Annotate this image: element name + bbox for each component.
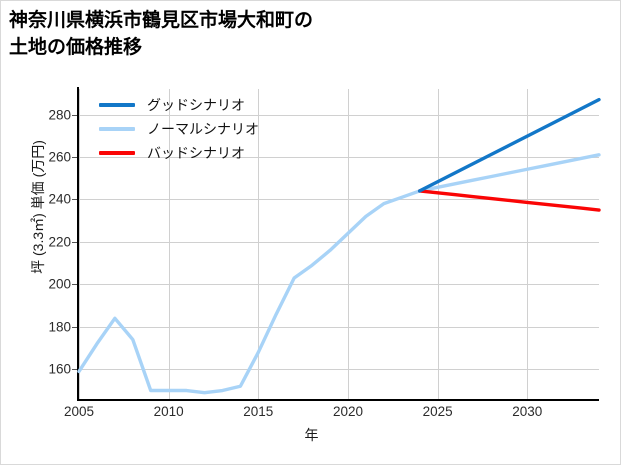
x-axis-spine	[77, 399, 599, 401]
y-axis-tick-label: 220	[48, 234, 71, 250]
legend-item[interactable]: バッドシナリオ	[99, 141, 259, 165]
x-axis-title: 年	[304, 427, 319, 443]
gridline-horizontal	[79, 199, 599, 201]
gridline-horizontal	[79, 114, 599, 116]
y-axis-tick-mark	[72, 326, 77, 328]
chart-legend: グッドシナリオ ノーマルシナリオ バッドシナリオ	[93, 91, 265, 167]
legend-color-swatch	[99, 103, 135, 107]
y-axis-tick-label: 280	[48, 107, 71, 122]
series-line	[417, 189, 601, 212]
x-axis-tick-label: 2025	[422, 404, 453, 419]
legend-item-label: バッドシナリオ	[147, 145, 245, 161]
legend-item-label: ノーマルシナリオ	[147, 121, 259, 137]
legend-color-swatch	[99, 127, 135, 131]
legend-color-swatch	[99, 151, 135, 155]
gridline-vertical	[168, 89, 170, 399]
x-axis-tick-label: 2030	[512, 404, 543, 419]
series-line	[77, 153, 601, 395]
x-axis-tick-label: 2005	[63, 404, 95, 419]
legend-item[interactable]: ノーマルシナリオ	[99, 117, 259, 141]
x-axis-tick-label: 2020	[332, 404, 364, 419]
legend-item-label: グッドシナリオ	[147, 97, 245, 113]
gridline-vertical	[79, 89, 80, 399]
plot-area	[77, 89, 601, 399]
y-axis-tick-label: 260	[48, 149, 71, 165]
series-layer	[77, 97, 601, 395]
y-axis-spine	[77, 87, 79, 401]
gridline-horizontal	[79, 156, 599, 158]
x-axis-tick-label: 2015	[243, 404, 274, 419]
gridline-vertical	[437, 89, 439, 399]
y-axis-tick-mark	[72, 369, 77, 371]
y-axis-tick-label: 200	[48, 276, 71, 292]
gridline-horizontal	[79, 284, 599, 286]
y-axis-tick-mark	[72, 114, 77, 116]
x-axis-tick-label: 2010	[153, 404, 184, 419]
y-axis-tick-label: 160	[48, 361, 71, 377]
gridline-horizontal	[79, 369, 599, 371]
gridline-vertical	[527, 89, 529, 399]
y-axis-tick-label: 240	[48, 191, 71, 207]
series-line	[417, 97, 601, 193]
gridline-horizontal	[79, 326, 599, 328]
gridline-vertical	[348, 89, 349, 399]
page-title: 神奈川県横浜市鶴見区市場大和町の 土地の価格推移	[9, 10, 314, 58]
y-axis-tick-label: 180	[48, 319, 71, 335]
y-axis-tick-mark	[72, 284, 77, 286]
gridline-vertical	[258, 89, 260, 399]
y-axis-labels: 160 180 200 220 240 260 280	[1, 1, 79, 464]
y-axis-title: 坪 (3.3㎡) 単価 (万円)	[30, 140, 46, 274]
y-axis-tick-mark	[72, 156, 77, 158]
y-axis-tick-mark	[72, 199, 77, 201]
y-axis-tick-mark	[72, 241, 77, 243]
legend-item[interactable]: グッドシナリオ	[99, 93, 259, 117]
